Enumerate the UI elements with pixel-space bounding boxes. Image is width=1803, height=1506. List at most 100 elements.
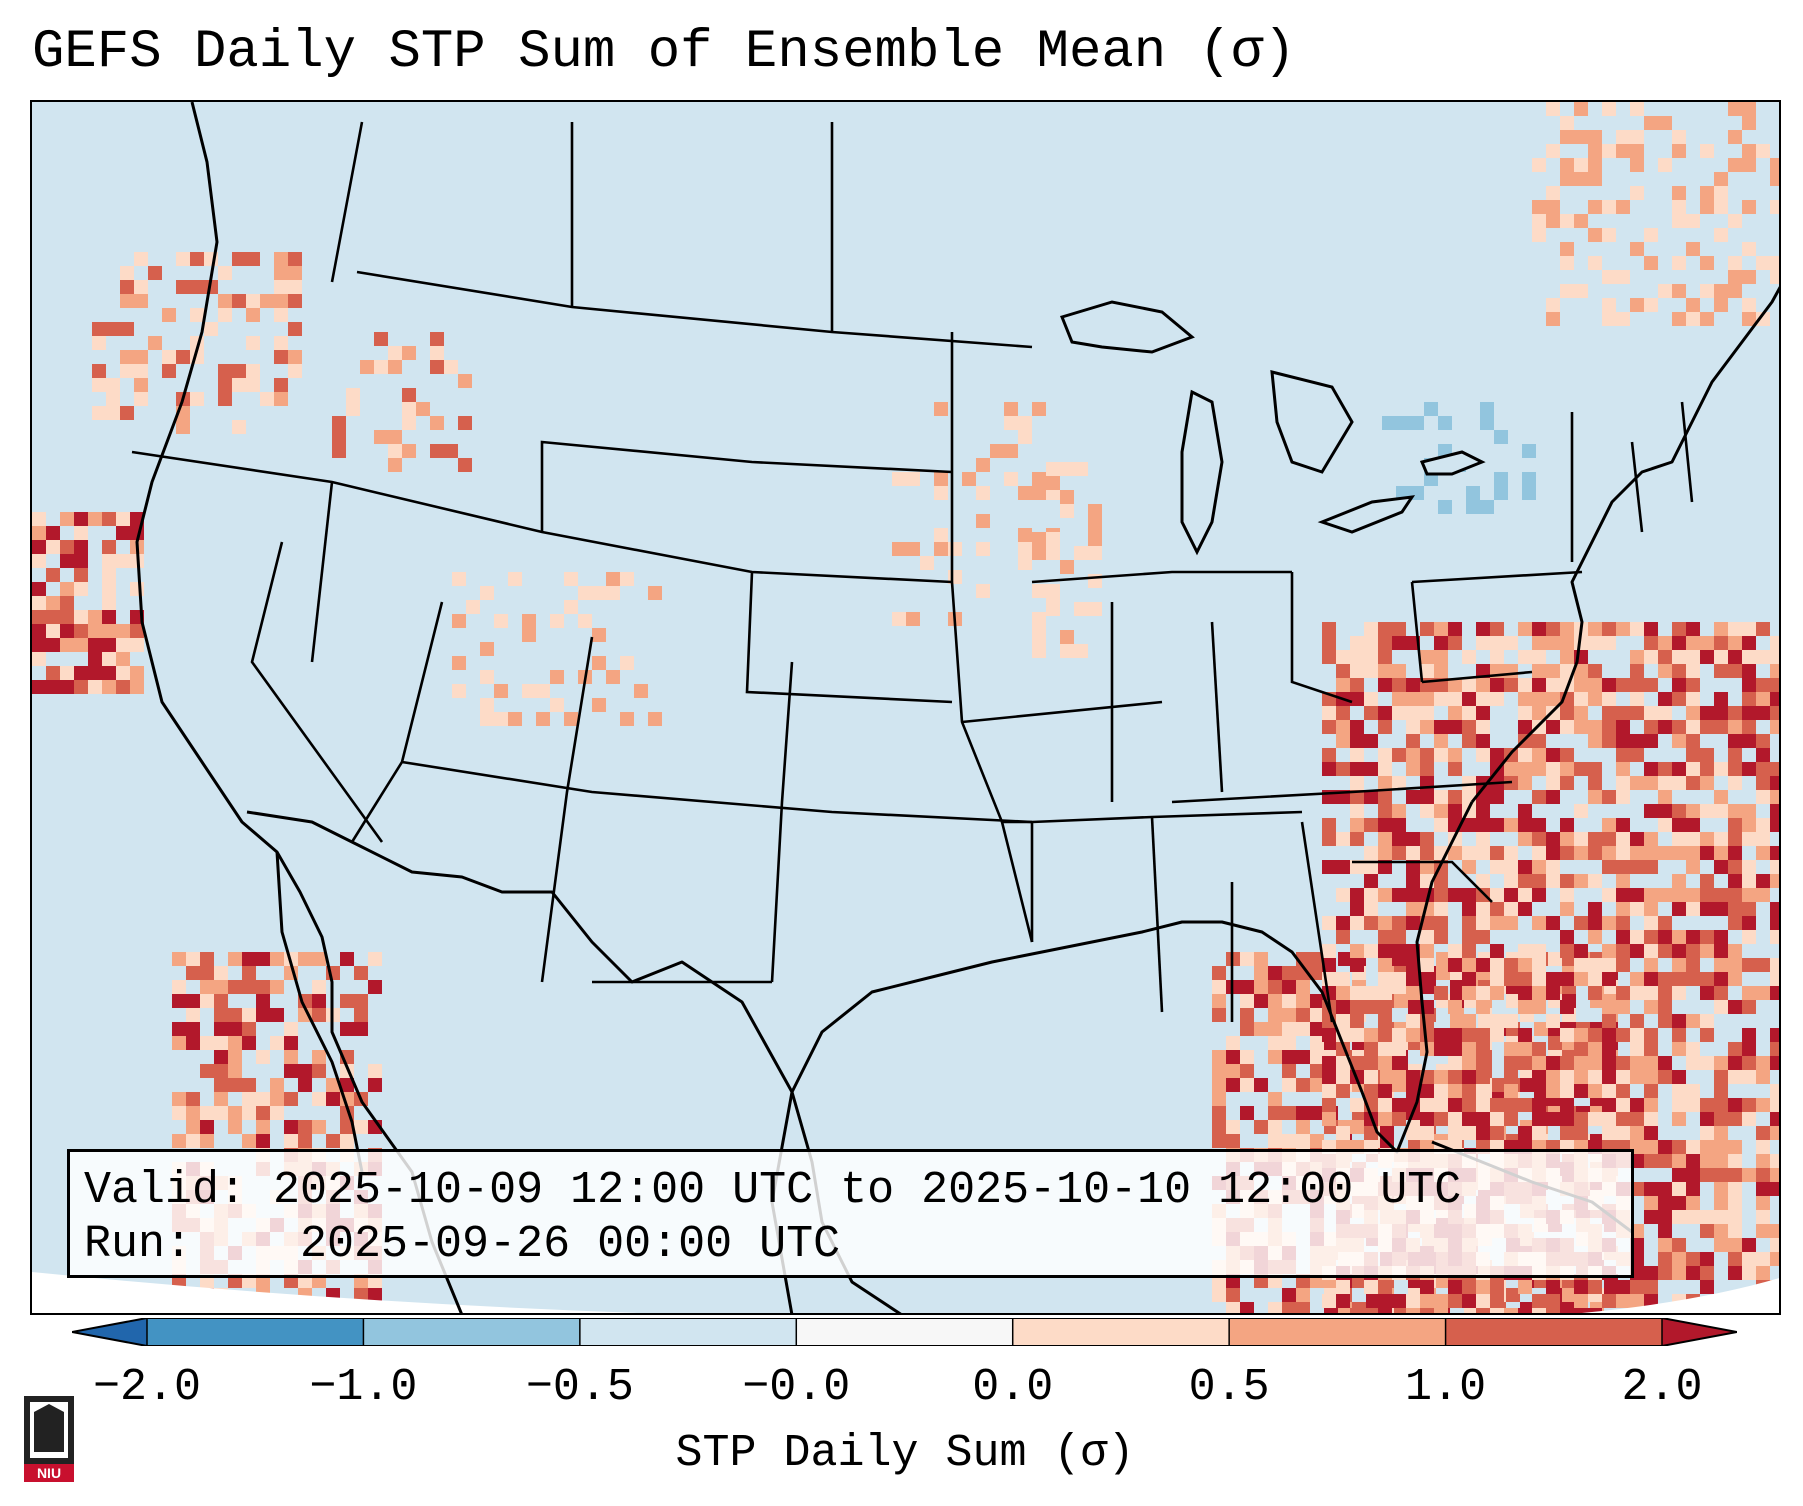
field-cell — [1616, 144, 1630, 158]
field-cell — [1434, 874, 1448, 888]
field-cell — [46, 540, 60, 554]
field-cell — [1476, 636, 1490, 650]
field-cell — [172, 980, 186, 994]
field-cell — [1532, 158, 1546, 172]
field-cell — [1588, 1084, 1602, 1098]
field-cell — [1714, 228, 1728, 242]
field-cell — [1658, 776, 1672, 790]
field-cell — [620, 712, 634, 726]
field-cell — [1532, 888, 1546, 902]
field-cell — [1770, 256, 1779, 270]
field-cell — [186, 1008, 200, 1022]
field-cell — [1364, 1056, 1378, 1070]
field-cell — [1700, 1252, 1714, 1266]
field-cell — [1630, 692, 1644, 706]
colorbar-label: STP Daily Sum (σ) — [675, 1428, 1135, 1479]
field-cell — [1714, 902, 1728, 916]
field-cell — [1424, 402, 1438, 416]
field-cell — [1644, 1056, 1658, 1070]
field-cell — [1700, 1112, 1714, 1126]
field-cell — [1644, 1280, 1658, 1294]
field-cell — [326, 1092, 340, 1106]
field-cell — [1644, 734, 1658, 748]
field-cell — [120, 350, 134, 364]
field-cell — [1518, 972, 1532, 986]
field-cell — [1060, 504, 1074, 518]
field-cell — [1616, 1028, 1630, 1042]
field-cell — [1770, 1042, 1779, 1056]
field-cell — [1406, 692, 1420, 706]
field-cell — [1756, 734, 1770, 748]
field-cell — [256, 994, 270, 1008]
field-cell — [274, 266, 288, 280]
field-cell — [1644, 1070, 1658, 1084]
field-cell — [1588, 902, 1602, 916]
field-cell — [1602, 678, 1616, 692]
field-cell — [1770, 958, 1779, 972]
field-cell — [1686, 1056, 1700, 1070]
field-cell — [1434, 902, 1448, 916]
field-cell — [1644, 678, 1658, 692]
field-cell — [1434, 888, 1448, 902]
field-cell — [1644, 972, 1658, 986]
field-cell — [536, 712, 550, 726]
field-cell — [1588, 832, 1602, 846]
field-cell — [1350, 986, 1364, 1000]
field-cell — [88, 610, 102, 624]
field-cell — [1602, 270, 1616, 284]
field-cell — [214, 1078, 228, 1092]
field-cell — [1406, 958, 1420, 972]
field-cell — [1462, 692, 1476, 706]
field-cell — [1364, 650, 1378, 664]
field-cell — [1378, 748, 1392, 762]
field-cell — [228, 980, 242, 994]
field-cell — [32, 582, 46, 596]
field-cell — [1494, 472, 1508, 486]
field-cell — [1560, 720, 1574, 734]
field-cell — [1350, 888, 1364, 902]
field-cell — [976, 458, 990, 472]
field-cell — [1728, 1168, 1742, 1182]
field-cell — [270, 1036, 284, 1050]
field-cell — [1630, 650, 1644, 664]
field-cell — [1310, 1134, 1324, 1148]
field-cell — [1504, 818, 1518, 832]
colorbar-tick-label: −2.0 — [92, 1362, 202, 1413]
field-cell — [74, 568, 88, 582]
field-cell — [1658, 888, 1672, 902]
field-cell — [1672, 1196, 1686, 1210]
colorbar-tick-label: 2.0 — [1621, 1362, 1703, 1413]
field-cell — [1602, 636, 1616, 650]
field-cell — [1616, 776, 1630, 790]
field-cell — [1518, 1028, 1532, 1042]
field-cell — [1574, 1280, 1588, 1294]
field-cell — [1212, 1064, 1226, 1078]
field-cell — [1686, 972, 1700, 986]
field-cell — [116, 526, 130, 540]
field-cell — [1392, 1112, 1406, 1126]
field-cell — [1212, 1078, 1226, 1092]
field-cell — [1630, 1042, 1644, 1056]
field-cell — [1392, 972, 1406, 986]
field-cell — [218, 392, 232, 406]
field-cell — [200, 1106, 214, 1120]
field-cell — [298, 952, 312, 966]
field-cell — [92, 378, 106, 392]
field-cell — [1310, 966, 1324, 980]
field-cell — [1046, 476, 1060, 490]
field-cell — [458, 374, 472, 388]
field-cell — [1574, 706, 1588, 720]
field-cell — [1504, 762, 1518, 776]
field-cell — [1382, 416, 1396, 430]
field-cell — [1476, 1056, 1490, 1070]
field-cell — [1336, 650, 1350, 664]
field-cell — [1742, 1028, 1756, 1042]
field-cell — [550, 670, 564, 684]
field-cell — [242, 1036, 256, 1050]
field-cell — [1616, 720, 1630, 734]
colorbar-bin — [1012, 1318, 1230, 1346]
field-cell — [1714, 1224, 1728, 1238]
field-cell — [1672, 874, 1686, 888]
field-cell — [1392, 1098, 1406, 1112]
field-cell — [1700, 1098, 1714, 1112]
